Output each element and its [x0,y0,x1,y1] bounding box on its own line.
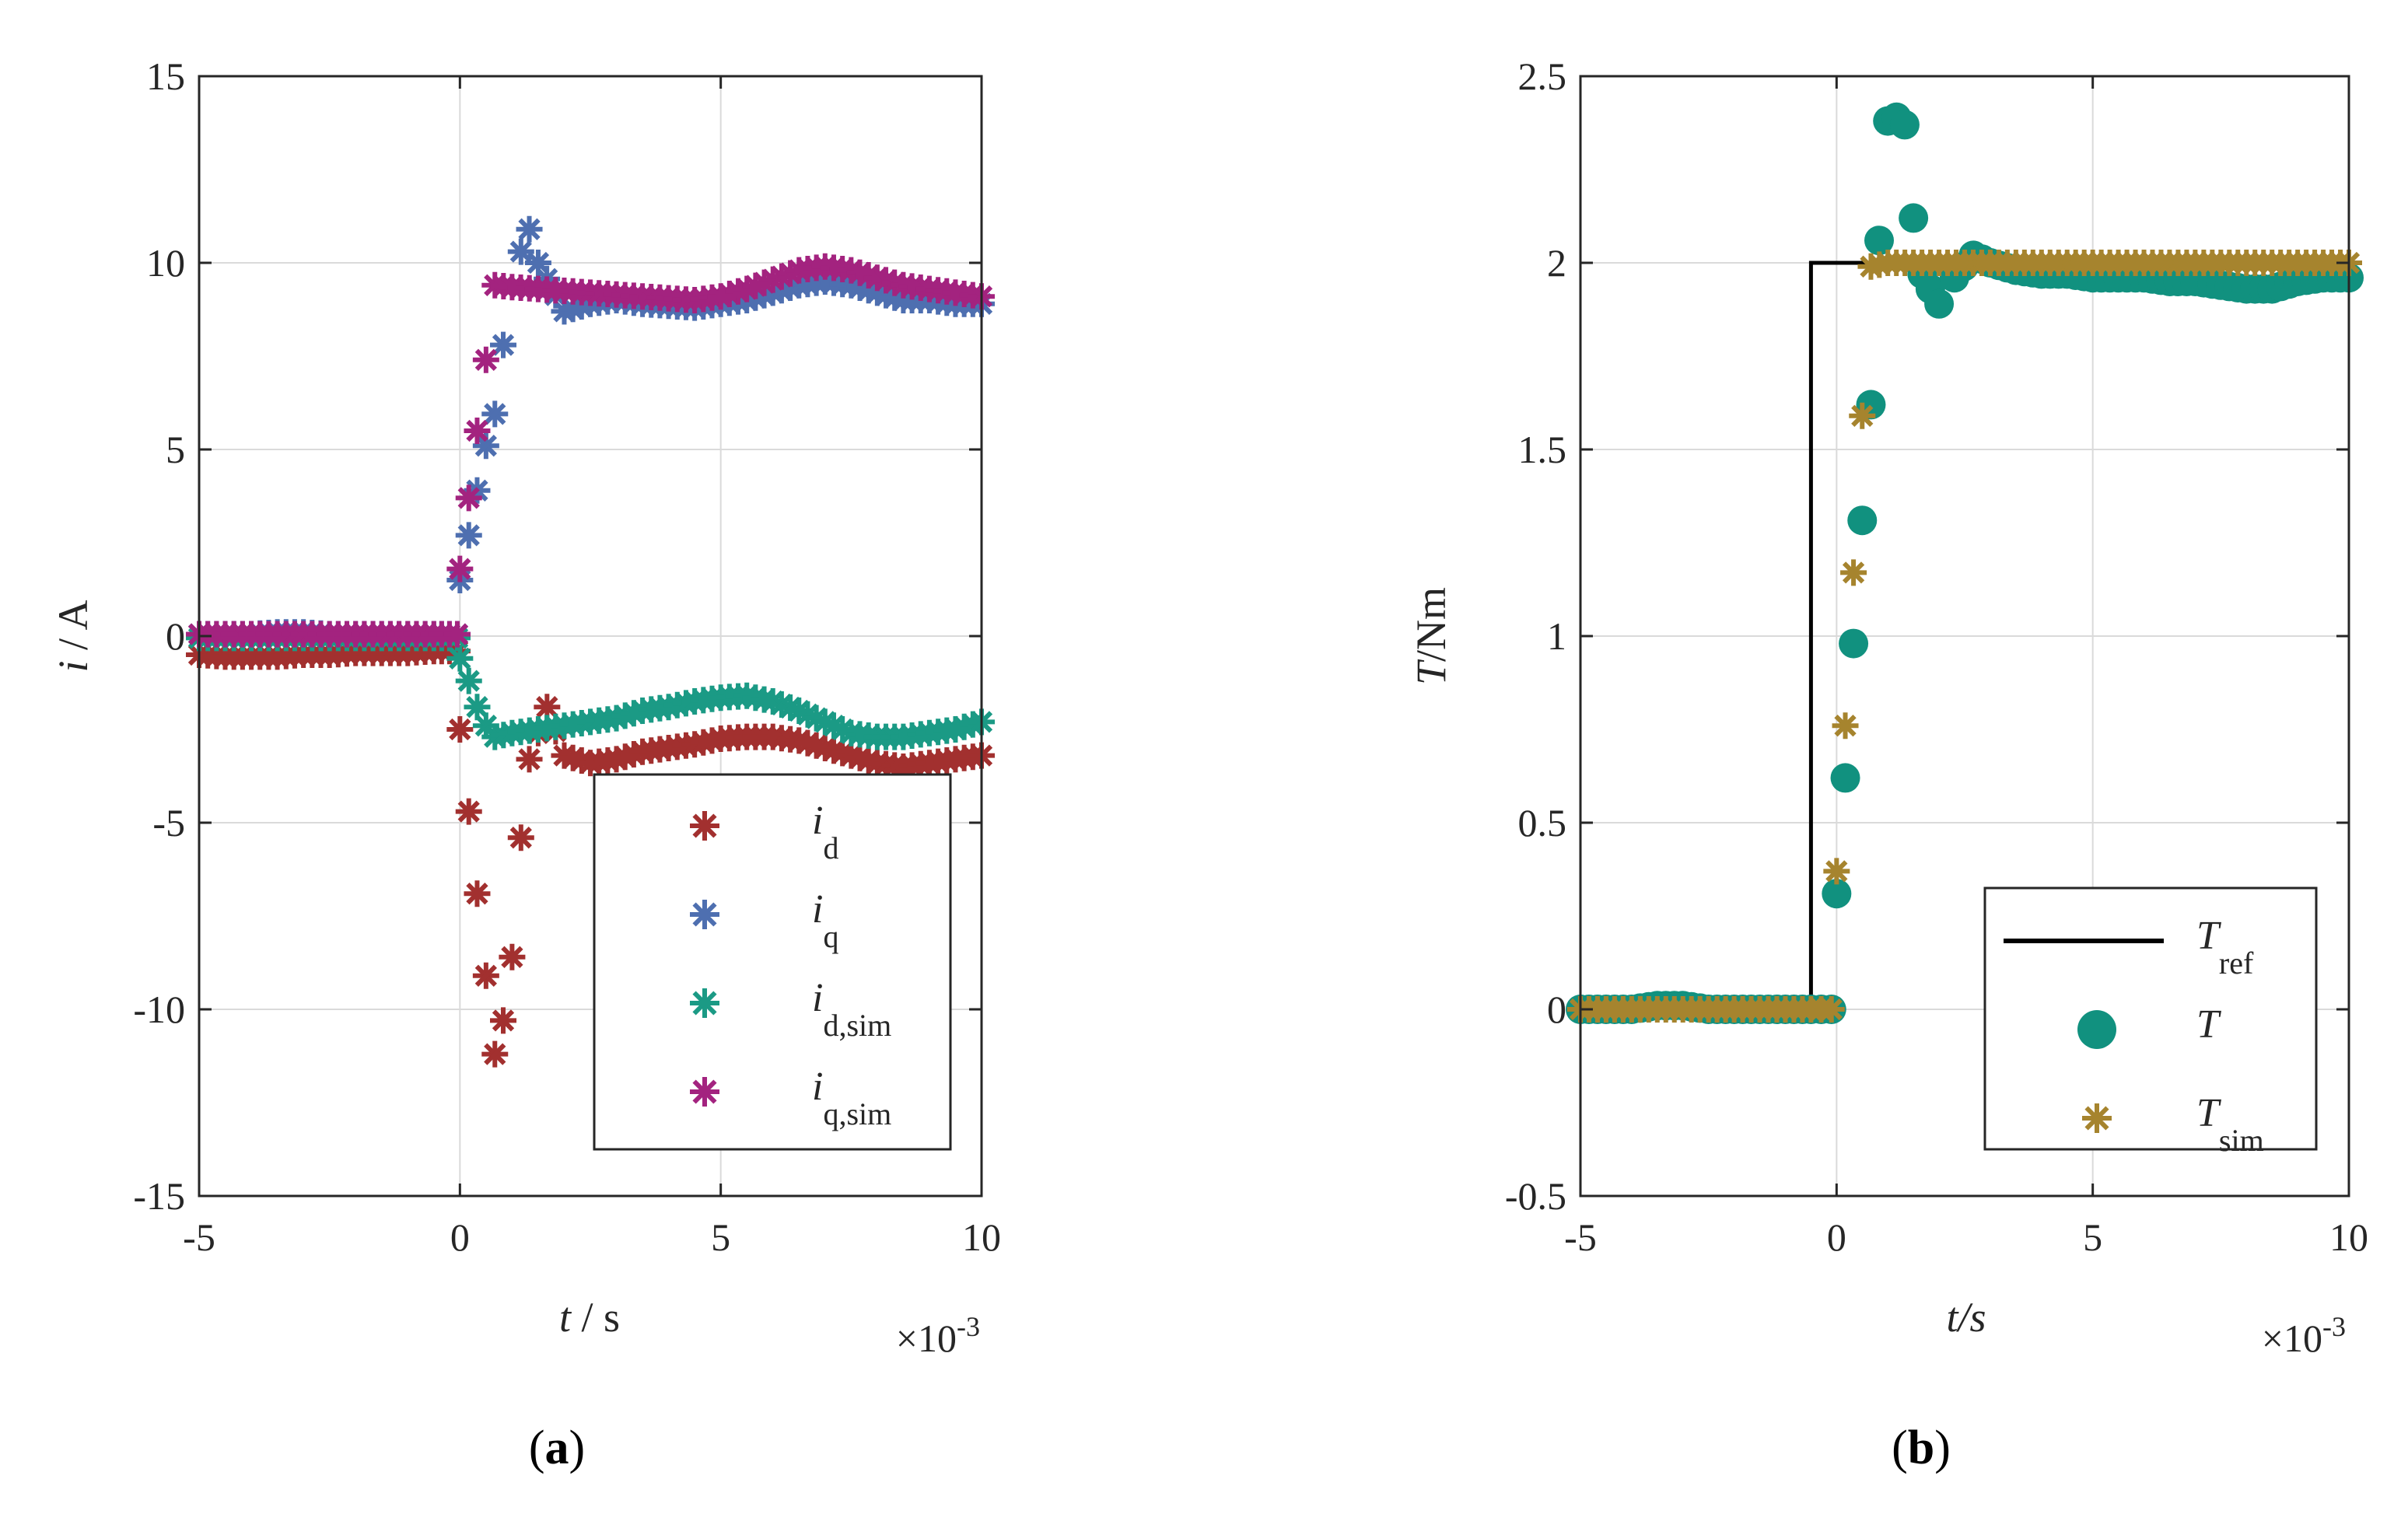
chart-a: -5 0 5 10 15 10 5 0 -5 -10 -15 id iq id,sim iq,sim [133,54,1001,1259]
y-tick-label: -10 [133,988,185,1031]
legend-item-i-d-marker [690,811,719,841]
data-point [443,621,471,648]
legend-item-T-sim-marker [2082,1103,2112,1133]
y-tick-label: -0.5 [1505,1174,1566,1218]
caption-a: (a) [529,1421,585,1474]
data-point [1847,505,1878,536]
y-tick-label: 5 [166,428,185,471]
y-tick-label: 2.5 [1518,54,1567,98]
data-point [464,694,491,721]
legend-item-T-sim-label: Tsim [2196,1091,2264,1158]
series-T [1566,102,2364,1024]
data-point [1822,879,1852,909]
data-point [489,331,516,358]
legend-item-T-label: T [2196,1002,2221,1047]
legend-item-i-q-sim-label: iq,sim [812,1065,891,1131]
data-point [481,1040,509,1068]
x-tick-label: 10 [2329,1215,2368,1259]
y-tick-label: 0 [166,614,185,658]
y-tick-label: 15 [146,54,185,98]
data-point [489,1007,516,1034]
legend-item-T-ref-label: Tref [2196,914,2254,981]
legend-box [1983,886,2318,1151]
data-point [446,716,474,743]
x-tick-label: -5 [1564,1215,1597,1259]
data-point [455,667,482,694]
legend-item-i-q-marker [690,900,719,929]
y-tick-label: 10 [146,241,185,285]
data-point [455,798,482,825]
y-tick-label: 0 [1547,988,1566,1031]
chart-b-x-exponent: ×10-3 [2262,1311,2346,1360]
data-point [464,418,491,444]
y-tick-label: 1.5 [1518,428,1567,471]
data-point [1899,203,1929,233]
data-point [1830,763,1860,793]
data-point [1924,288,1955,319]
chart-b-xlabel: t/s [1946,1294,1986,1341]
chart-a-ylabel: i / A [50,600,96,672]
legend-item-i-d-sim-marker [690,988,719,1018]
chart-b: -5 0 5 10 2.5 2 1.5 1 0.5 0 -0.5 Tref T Tsim [1505,54,2368,1259]
legend-item-i-q-sim-marker [690,1077,719,1107]
data-point [464,880,491,907]
legend-item-i-d-label: id [812,799,838,865]
data-point [516,215,543,243]
data-point [507,238,534,265]
legend-item-i-d-sim-label: id,sim [812,976,891,1043]
y-tick-label: 1 [1547,614,1566,658]
caption-b: (b) [1892,1421,1951,1474]
y-tick-label: 2 [1547,241,1566,285]
x-tick-label: 5 [2083,1215,2102,1259]
legend-item-i-q-label: iq [812,887,838,954]
y-tick-label: -5 [152,801,185,844]
data-point [1839,628,1869,659]
series-i-q-sim [186,253,995,648]
legend-box [593,773,952,1151]
data-point [499,943,526,970]
data-point [1832,712,1859,740]
data-point [446,555,474,582]
x-tick-label: 0 [450,1215,470,1259]
x-tick-label: 5 [711,1215,730,1259]
data-point [1823,858,1850,885]
data-point [446,645,474,672]
data-point [1889,110,1920,140]
data-point [455,522,482,549]
data-point [507,824,534,851]
data-point [481,400,509,428]
data-point [516,746,543,773]
data-point [1864,226,1895,256]
series-T-sim [1567,250,2362,1023]
y-tick-label: 0.5 [1518,801,1567,844]
data-point [472,346,499,373]
data-point [1840,559,1867,586]
data-point [455,484,482,512]
data-point [1818,996,1845,1023]
series-i-d-sim [186,624,995,750]
y-tick-label: -15 [133,1174,185,1218]
data-point [1849,402,1876,429]
data-point [472,962,499,989]
chart-a-x-exponent: ×10-3 [896,1311,980,1360]
legend-item-T-marker [2077,1010,2116,1049]
chart-b-ylabel: T/Nm [1408,587,1454,685]
chart-a-xlabel: t / s [559,1294,620,1341]
x-tick-label: 0 [1827,1215,1846,1259]
x-tick-label: 10 [962,1215,1001,1259]
x-tick-label: -5 [183,1215,215,1259]
